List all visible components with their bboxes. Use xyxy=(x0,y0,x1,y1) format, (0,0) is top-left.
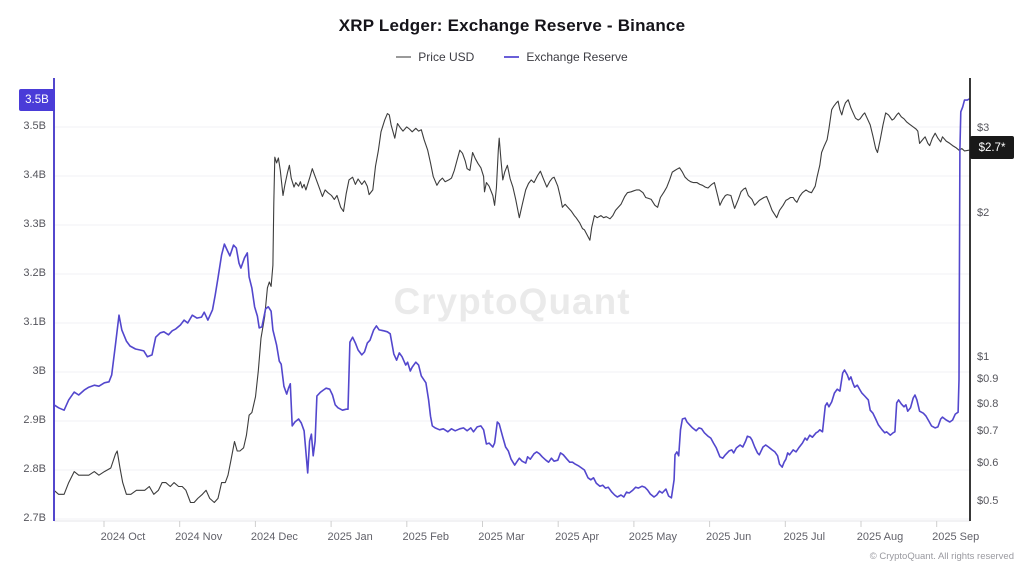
y-left-tick-label: 3.4B xyxy=(23,169,46,181)
y-left-tick-label: 3B xyxy=(32,365,46,377)
x-tick-label: 2025 May xyxy=(628,531,678,543)
legend-label-price: Price USD xyxy=(418,50,475,64)
page-title: XRP Ledger: Exchange Reserve - Binance xyxy=(338,16,686,35)
chart-legend: Price USD Exchange Reserve xyxy=(0,50,1024,64)
x-tick-label: 2025 Jul xyxy=(783,531,826,543)
y-left-tick-label: 3.5B xyxy=(23,120,46,132)
x-tick-label: 2024 Dec xyxy=(250,531,298,543)
y-right-tick-label: $0.8 xyxy=(977,397,999,410)
copyright-footer: © CryptoQuant. All rights reserved xyxy=(869,551,1014,562)
legend-label-reserve: Exchange Reserve xyxy=(526,50,628,64)
y-left-tick-label: 3.2B xyxy=(23,267,46,279)
x-tick-label: 2024 Nov xyxy=(175,531,223,543)
y-right-tick-label: $0.6 xyxy=(977,457,999,470)
y-right-tick-label: $0.9 xyxy=(977,372,999,385)
y-left-tick-label: 3.1B xyxy=(23,316,46,328)
x-tick-label: 2024 Oct xyxy=(100,531,146,543)
y-right-tick-label: $2 xyxy=(977,206,990,219)
y-left-tick-label: 2.8B xyxy=(23,463,46,475)
y-right-tick-label: $0.7 xyxy=(977,425,999,438)
x-tick-label: 2025 Mar xyxy=(478,531,525,543)
series-price-usd xyxy=(53,99,970,504)
x-tick-label: 2025 Aug xyxy=(856,531,904,543)
y-right-tick-label: $3 xyxy=(977,121,990,134)
x-tick-label: 2025 Apr xyxy=(555,531,600,543)
y-right-tick-label: $1 xyxy=(977,351,990,363)
y-left-tick-label: 2.7B xyxy=(23,512,46,524)
y-left-tick-label: 3.3B xyxy=(23,218,46,230)
reserve-current-value-badge: 3.5B xyxy=(19,89,55,111)
price-current-value-badge: $2.7* xyxy=(970,136,1014,159)
y-right-tick-label: $0.5 xyxy=(977,495,999,508)
y-left-tick-label: 2.9B xyxy=(23,414,46,426)
x-tick-label: 2025 Feb xyxy=(402,531,450,543)
x-tick-label: 2025 Jun xyxy=(705,531,752,543)
reserve-line-swatch-icon xyxy=(504,56,520,58)
price-line-swatch-icon xyxy=(396,56,412,58)
legend-item-price[interactable]: Price USD xyxy=(396,50,474,64)
x-tick-label: 2025 Jan xyxy=(327,531,373,543)
series-exchange-reserve xyxy=(53,98,970,499)
legend-item-reserve[interactable]: Exchange Reserve xyxy=(504,50,628,64)
x-tick-label: 2025 Sep xyxy=(932,531,980,543)
